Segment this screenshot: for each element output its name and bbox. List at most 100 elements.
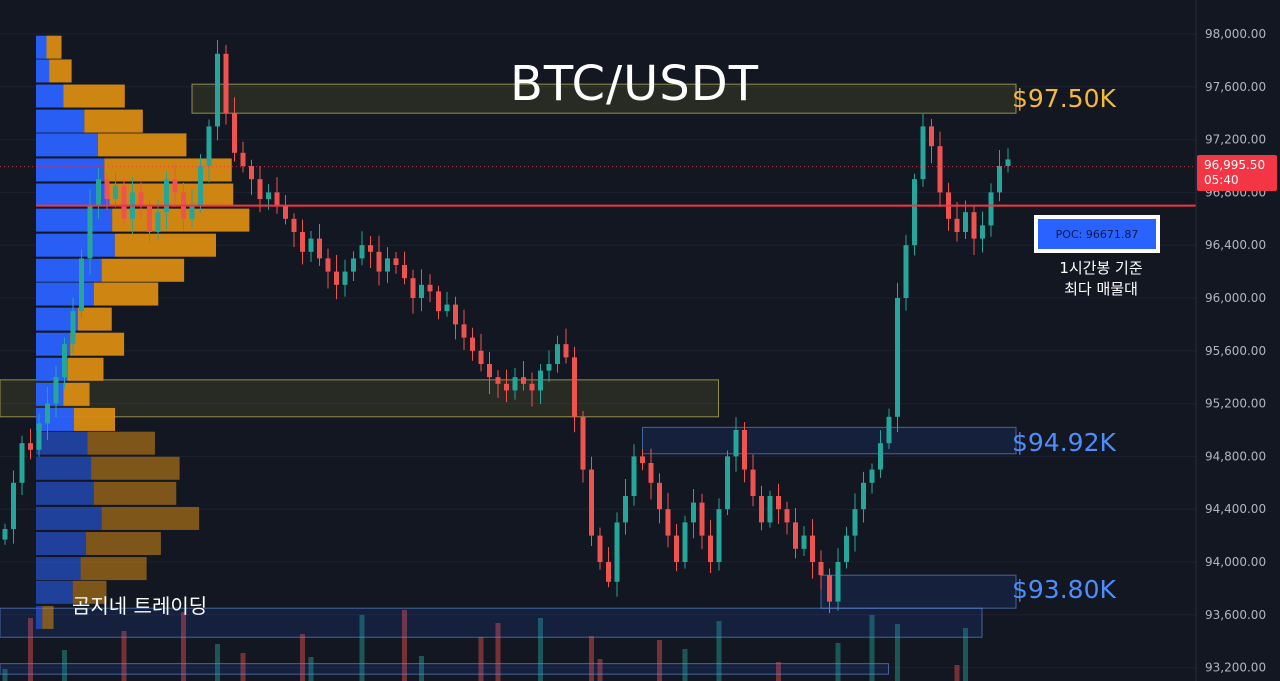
- candle-body: [427, 284, 433, 292]
- candle-body: [62, 344, 67, 378]
- candle-body: [691, 502, 696, 523]
- volume-profile-sell: [72, 580, 107, 604]
- candle-body: [546, 364, 552, 371]
- volume-bar: [495, 623, 501, 681]
- candle-body: [733, 430, 739, 457]
- poc-note-line2: 최다 매물대: [1064, 280, 1138, 298]
- volume-profile-buy: [36, 158, 105, 182]
- candle-body: [410, 278, 416, 298]
- candle-body: [597, 535, 603, 562]
- volume-profile-sell: [97, 133, 187, 157]
- candle-body: [317, 238, 322, 259]
- volume-profile-sell: [93, 481, 177, 505]
- volume-profile-buy: [36, 407, 74, 431]
- candle-body: [28, 443, 33, 450]
- candle-body: [138, 192, 144, 206]
- candle-body: [912, 179, 917, 246]
- candle-body: [359, 245, 365, 259]
- candle-body: [759, 496, 764, 523]
- candle-body: [308, 238, 314, 252]
- volume-profile-sell: [42, 605, 54, 629]
- volume-profile-buy: [36, 332, 71, 356]
- volume-profile-buy: [36, 109, 85, 133]
- volume-profile-buy: [36, 580, 73, 604]
- candle-body: [767, 496, 773, 523]
- candle-body: [606, 562, 611, 582]
- candle-body: [521, 377, 526, 384]
- volume-bar: [716, 621, 722, 681]
- volume-bar: [215, 644, 220, 681]
- price-zone: [191, 83, 1017, 114]
- candle-body: [844, 535, 849, 562]
- y-tick-label: 94,800.00: [1205, 449, 1266, 463]
- candle-body: [810, 535, 815, 562]
- volume-profile-buy: [36, 133, 98, 157]
- candle-body: [385, 258, 390, 272]
- candle-body: [852, 509, 858, 536]
- volume-profile-buy: [36, 481, 94, 505]
- volume-profile-sell: [101, 258, 185, 282]
- candle-body: [563, 344, 569, 358]
- candle-body: [19, 443, 25, 483]
- candle-body: [784, 509, 790, 523]
- volume-bar: [835, 643, 841, 681]
- volume-profile-buy: [36, 382, 64, 406]
- candle-body: [36, 423, 42, 450]
- candle-body: [929, 126, 934, 147]
- volume-bar: [240, 653, 246, 681]
- volume-profile-sell: [46, 35, 62, 59]
- candle-body: [988, 192, 994, 226]
- volume-bar: [954, 665, 960, 681]
- volume-profile-sell: [104, 158, 232, 182]
- candle-body: [937, 146, 943, 193]
- current-price-badge: 96,995.50 05:40: [1197, 155, 1277, 191]
- candle-body: [274, 192, 280, 206]
- volume-profile-buy: [36, 84, 64, 108]
- brand-watermark: 곰지네 트레이딩: [72, 594, 208, 618]
- candle-body: [980, 225, 985, 239]
- volume-profile-buy: [36, 208, 113, 232]
- volume-profile-buy: [36, 35, 47, 59]
- candle-body: [869, 469, 875, 483]
- candle-body: [206, 126, 212, 166]
- candle-body: [818, 562, 824, 576]
- y-tick-label: 95,600.00: [1205, 344, 1266, 358]
- volume-profile-sell: [70, 332, 125, 356]
- candle-body: [351, 258, 356, 272]
- poc-label: POC: 96671.87: [1038, 219, 1156, 249]
- candle-body: [614, 522, 620, 582]
- volume-profile-buy: [36, 357, 68, 381]
- poc-note: 1시간봉 기준 최다 매물대: [1040, 258, 1162, 300]
- volume-bar: [181, 612, 186, 681]
- candle-body: [555, 344, 560, 364]
- candle-body: [155, 212, 161, 232]
- candle-body: [291, 218, 297, 232]
- volume-profile-buy: [36, 59, 50, 83]
- candle-body: [325, 258, 331, 272]
- candle-body: [249, 166, 254, 180]
- y-tick-label: 94,000.00: [1205, 555, 1266, 569]
- volume-bar: [776, 662, 781, 681]
- poc-box: POC: 96671.87: [1034, 215, 1160, 253]
- candle-body: [725, 456, 730, 510]
- candle-body: [266, 192, 271, 199]
- candle-body: [45, 403, 50, 424]
- candle-body: [257, 179, 263, 199]
- level-label-97500: $97.50K: [1012, 84, 1116, 113]
- candle-body: [504, 383, 509, 391]
- candle-body: [623, 496, 628, 523]
- candle-body: [461, 324, 467, 338]
- candle-body: [368, 245, 373, 252]
- candle-body: [648, 463, 654, 483]
- candle-body: [631, 456, 637, 496]
- candle-body: [827, 575, 832, 602]
- volume-bar: [869, 615, 875, 681]
- volume-profile-sell: [63, 382, 90, 406]
- candle-body: [215, 53, 220, 127]
- candle-body: [198, 166, 203, 206]
- candle-body: [487, 364, 492, 378]
- candle-body: [300, 232, 305, 252]
- candle-body: [1005, 159, 1011, 166]
